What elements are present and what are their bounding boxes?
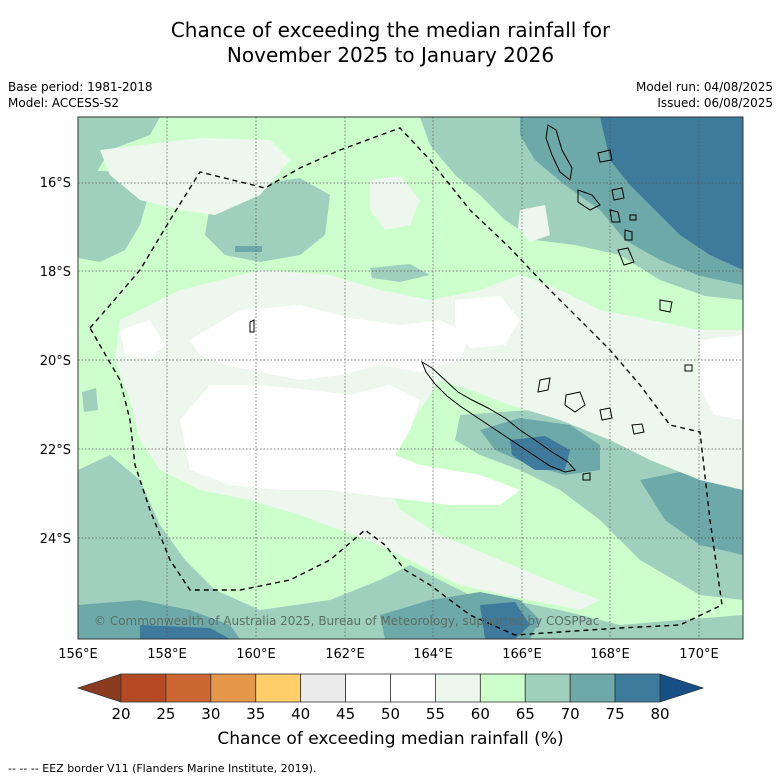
lon-tick-168e: 168°E xyxy=(590,647,630,662)
lon-tick-160e: 160°E xyxy=(236,647,276,662)
lat-tick-18s: 18°S xyxy=(40,265,71,280)
title-line-2: November 2025 to January 2026 xyxy=(226,43,555,67)
model-name: Model: ACCESS-S2 xyxy=(8,96,120,110)
vanuatu-islet xyxy=(629,214,637,221)
colorbar-tick: 60 xyxy=(471,705,490,723)
lon-tick-156e: 156°E xyxy=(58,647,98,662)
colorbar-low-arrow xyxy=(76,673,122,703)
loyalty-island-3 xyxy=(599,407,613,421)
colorbar-tick: 55 xyxy=(426,705,445,723)
coastlines xyxy=(249,124,693,481)
colorbar-segment xyxy=(435,673,481,703)
colorbar-segment xyxy=(165,673,212,703)
chesterfield xyxy=(249,319,255,333)
gridlines xyxy=(78,117,743,639)
colorbar-tick: 30 xyxy=(201,705,220,723)
colorbar-segments xyxy=(120,673,661,703)
colorbar-segment xyxy=(120,673,167,703)
vanuatu-north xyxy=(597,149,613,163)
colorbar-tick: 80 xyxy=(650,705,669,723)
colorbar-segment xyxy=(479,673,526,703)
lat-tick-22s: 22°S xyxy=(40,443,71,458)
lon-tick-158e: 158°E xyxy=(147,647,187,662)
loyalty-island-4 xyxy=(631,423,645,435)
colorbar-tick: 40 xyxy=(291,705,310,723)
vanuatu-malakula xyxy=(577,189,601,211)
colorbar-tick: 65 xyxy=(516,705,535,723)
colorbar-tick: 25 xyxy=(156,705,175,723)
base-period: Base period: 1981-2018 xyxy=(8,80,153,94)
isle-of-pines xyxy=(582,472,591,481)
colorbar-segment xyxy=(345,673,391,703)
colorbar-label: Chance of exceeding median rainfall (%) xyxy=(217,729,564,749)
lon-tick-170e: 170°E xyxy=(679,647,719,662)
colorbar-segment xyxy=(569,673,616,703)
contour-50-55 xyxy=(120,296,743,505)
model-run: Model run: 04/08/2025 xyxy=(635,80,773,94)
lat-tick-20s: 20°S xyxy=(40,354,71,369)
eez-legend: -- -- -- EEZ border V11 (Flanders Marine… xyxy=(8,762,317,775)
fiji-islet xyxy=(684,364,693,372)
meta-right: Model run: 04/08/2025 Issued: 06/08/2025 xyxy=(636,79,773,111)
vanuatu-south xyxy=(617,247,635,266)
colorbar-segment xyxy=(614,673,661,703)
matthew-hunter xyxy=(659,299,673,313)
map-area xyxy=(78,117,743,639)
lon-tick-166e: 166°E xyxy=(502,647,542,662)
colorbar-segment xyxy=(300,673,346,703)
colorbar-tick: 75 xyxy=(606,705,625,723)
contour-75-80 xyxy=(140,117,743,639)
lon-tick-labels: 156°E 158°E 160°E 162°E 164°E 166°E 168°… xyxy=(58,647,719,662)
chart-title: Chance of exceeding the median rainfall … xyxy=(0,18,781,68)
colorbar-segment xyxy=(524,673,571,703)
lat-tick-16s: 16°S xyxy=(40,176,71,191)
colorbar: 20 25 30 35 40 45 50 55 60 65 70 75 80 xyxy=(76,673,705,723)
colorbar-tick: 50 xyxy=(381,705,400,723)
eez-border xyxy=(89,127,723,636)
colorbar-tick: 45 xyxy=(336,705,355,723)
title-line-1: Chance of exceeding the median rainfall … xyxy=(170,18,611,42)
colorbar-tick: 20 xyxy=(111,705,130,723)
vanuatu-central-2 xyxy=(624,229,633,241)
vanuatu-efate xyxy=(611,187,625,201)
colorbar-high-arrow xyxy=(659,673,705,703)
lon-tick-164e: 164°E xyxy=(413,647,453,662)
colorbar-segment xyxy=(255,673,302,703)
lon-tick-162e: 162°E xyxy=(325,647,365,662)
colorbar-segment xyxy=(210,673,257,703)
lat-tick-labels: 16°S 18°S 20°S 22°S 24°S xyxy=(40,176,71,547)
meta-left: Base period: 1981-2018 Model: ACCESS-S2 xyxy=(8,79,153,111)
vanuatu-espiritu xyxy=(545,124,573,181)
map-frame xyxy=(77,116,744,640)
vanuatu-central-1 xyxy=(609,209,621,223)
loyalty-island-2 xyxy=(564,391,586,413)
colorbar-segment xyxy=(390,673,436,703)
colorbar-tick: 35 xyxy=(246,705,265,723)
colorbar-tick-labels: 20 25 30 35 40 45 50 55 60 65 70 75 80 xyxy=(111,705,669,723)
copyright-credit: © Commonwealth of Australia 2025, Bureau… xyxy=(94,614,600,628)
colorbar-tick: 70 xyxy=(561,705,580,723)
lat-tick-24s: 24°S xyxy=(40,532,71,547)
issued-date: Issued: 06/08/2025 xyxy=(657,96,773,110)
loyalty-island-1 xyxy=(537,377,551,393)
new-caledonia-coast xyxy=(420,360,576,473)
